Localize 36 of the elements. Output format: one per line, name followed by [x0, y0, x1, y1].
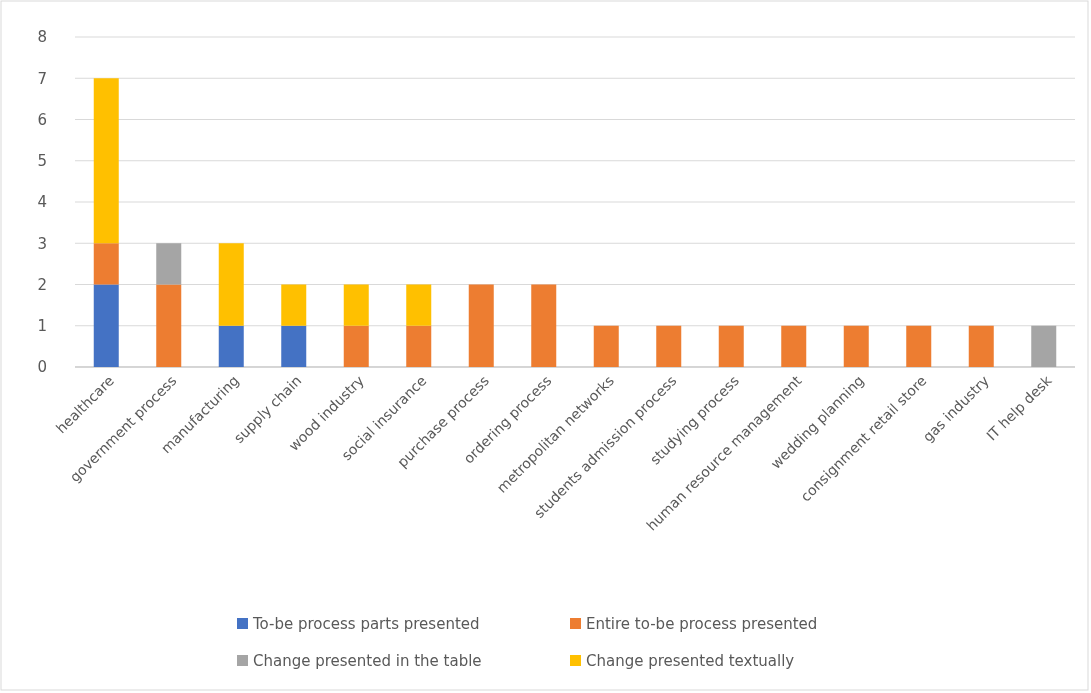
bar: [718, 325, 744, 367]
bar: [93, 78, 119, 244]
bar: [468, 284, 494, 367]
y-tick-label: 7: [37, 69, 47, 88]
y-tick-label: 0: [37, 358, 47, 377]
y-tick-label: 1: [37, 317, 47, 336]
bar: [781, 325, 807, 367]
bar: [968, 325, 994, 367]
bar: [1031, 325, 1057, 367]
bar: [343, 325, 369, 367]
bar: [531, 284, 557, 367]
bar: [343, 284, 369, 326]
y-tick-label: 2: [37, 275, 47, 294]
y-tick-label: 8: [37, 28, 47, 47]
y-tick-label: 5: [37, 152, 47, 171]
legend-label: Entire to-be process presented: [586, 615, 818, 633]
legend-label: Change presented textually: [586, 652, 795, 670]
bar: [406, 325, 432, 367]
y-tick-label: 4: [37, 193, 47, 212]
bar: [656, 325, 682, 367]
y-tick-label: 3: [37, 234, 47, 253]
bar: [93, 284, 119, 367]
y-tick-label: 6: [37, 110, 47, 129]
legend-label: To-be process parts presented: [252, 615, 480, 633]
bar: [218, 243, 244, 326]
bar: [156, 284, 182, 367]
bar: [593, 325, 619, 367]
bar: [156, 243, 182, 285]
bar: [406, 284, 432, 326]
legend-label: Change presented in the table: [253, 652, 482, 670]
bar: [93, 243, 119, 285]
bar: [843, 325, 869, 367]
bar: [281, 325, 307, 367]
bar: [218, 325, 244, 367]
bar: [906, 325, 932, 367]
bar: [281, 284, 307, 326]
